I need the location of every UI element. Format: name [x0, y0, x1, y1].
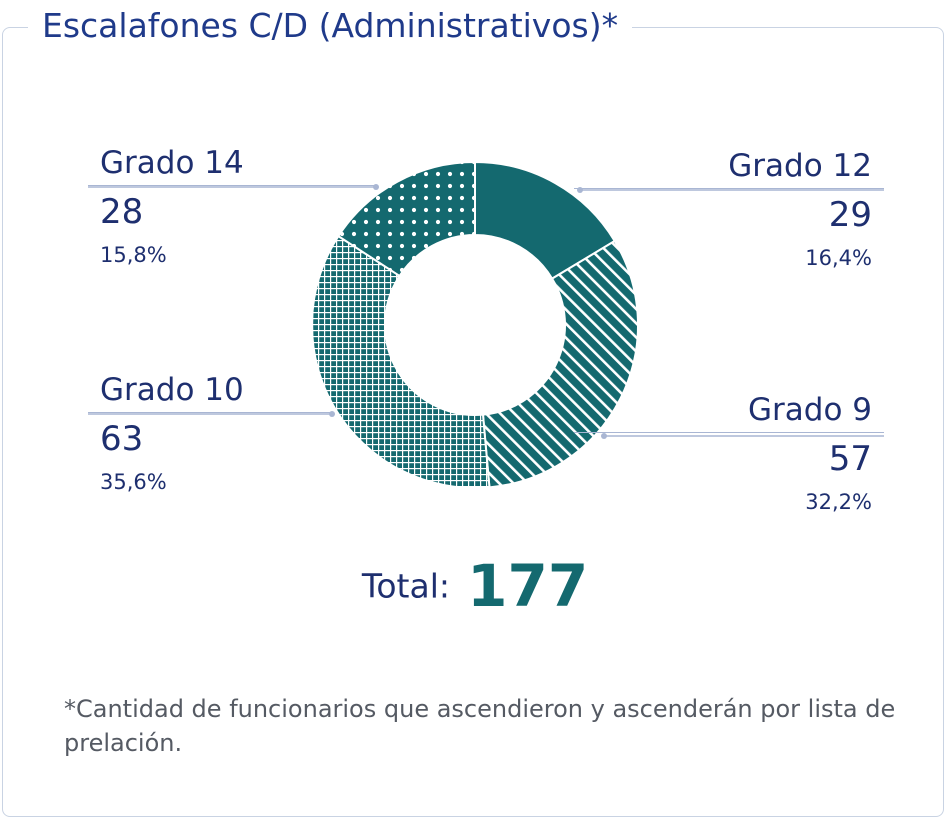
donut-slice-grado-9: [481, 239, 639, 489]
series-label: Grado 14: [88, 143, 378, 186]
donut-slice-grado-14: [336, 160, 476, 278]
data-label-count: 63: [100, 419, 144, 459]
data-label-percent: 16,4%: [805, 246, 872, 270]
data-label-count: 28: [100, 192, 144, 232]
label-grado-14: Grado 14 28 15,8%: [88, 143, 378, 270]
data-label-count: 57: [828, 439, 872, 479]
footnote: *Cantidad de funcionarios que ascendiero…: [64, 695, 896, 757]
total: Total: 177: [0, 552, 950, 620]
label-grado-9: Grado 9 57 32,2%: [574, 390, 884, 517]
series-label: Grado 12: [574, 146, 884, 189]
leader-dot-grado-9: [601, 433, 607, 439]
data-label-count: 29: [828, 195, 872, 235]
chart-title: Escalafones C/D (Administrativos)*: [28, 4, 633, 48]
data-label-percent: 15,8%: [100, 243, 167, 267]
total-value: 177: [467, 552, 589, 620]
label-grado-10: Grado 10 63 35,6%: [88, 370, 334, 497]
donut-slice-grado-10: [311, 234, 491, 489]
total-label: Total:: [361, 566, 451, 606]
label-grado-12: Grado 12 29 16,4%: [574, 146, 884, 273]
data-label-percent: 35,6%: [100, 470, 167, 494]
series-label: Grado 10: [88, 370, 334, 413]
series-label: Grado 9: [574, 390, 884, 433]
data-label-percent: 32,2%: [805, 490, 872, 514]
